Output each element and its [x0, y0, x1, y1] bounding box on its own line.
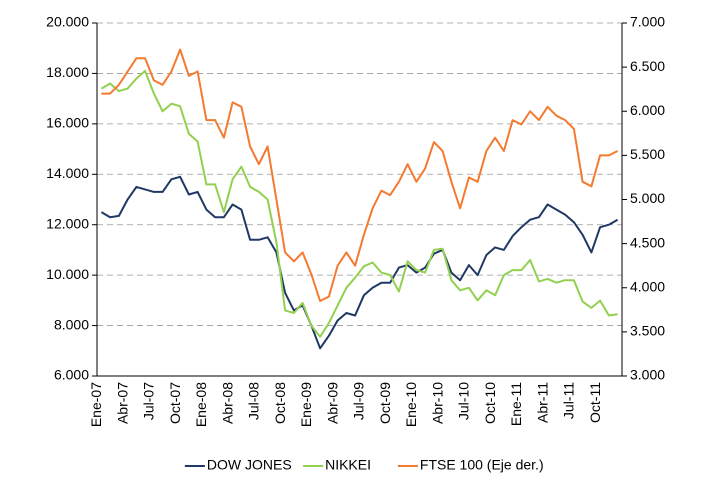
x-tick-label: Jul-11	[561, 382, 577, 419]
x-tick-label: Oct-09	[377, 382, 393, 424]
x-tick-label: Ene-10	[403, 382, 419, 427]
y-tick-label: 8.000	[54, 316, 89, 332]
legend-label: DOW JONES	[207, 457, 292, 473]
x-tick-label: Ene-07	[88, 382, 104, 427]
series-line	[100, 69, 618, 338]
x-tick-label: Jul-09	[351, 382, 367, 420]
y-tick-label: 10.000	[46, 266, 89, 282]
y2-tick-label: 6.500	[630, 58, 665, 74]
y-tick-label: 20.000	[46, 14, 89, 30]
x-tick-label: Abr-10	[429, 382, 445, 424]
legend-label: NIKKEI	[325, 457, 371, 473]
y-tick-label: 18.000	[46, 64, 89, 80]
legend-label: FTSE 100 (Eje der.)	[420, 457, 544, 473]
y2-tick-label: 5.000	[630, 190, 665, 206]
y2-tick-label: 4.000	[630, 278, 665, 294]
x-tick-label: Oct-07	[167, 382, 183, 424]
series-line	[100, 175, 619, 350]
y-tick-label: 14.000	[46, 165, 89, 181]
x-tick-label: Abr-11	[534, 382, 550, 423]
y2-tick-label: 6.000	[630, 102, 665, 118]
x-tick-label: Abr-09	[324, 382, 340, 424]
x-tick-label: Jul-07	[141, 382, 157, 420]
y-tick-label: 12.000	[46, 215, 89, 231]
x-tick-label: Jul-08	[246, 382, 262, 420]
x-tick-label: Ene-11	[508, 382, 524, 426]
x-tick-label: Oct-11	[587, 382, 603, 423]
y2-tick-label: 5.500	[630, 146, 665, 162]
y2-tick-label: 4.500	[630, 234, 665, 250]
y2-tick-label: 3.500	[630, 323, 665, 339]
series-line	[101, 48, 619, 302]
x-tick-label: Ene-08	[193, 382, 209, 427]
y2-tick-label: 7.000	[630, 14, 665, 30]
x-tick-label: Oct-08	[272, 382, 288, 424]
x-tick-label: Abr-08	[219, 382, 235, 424]
x-tick-label: Jul-10	[456, 382, 472, 420]
y2-tick-label: 3.000	[630, 367, 665, 383]
x-tick-label: Abr-07	[114, 382, 130, 424]
x-tick-label: Oct-10	[482, 382, 498, 424]
y-tick-label: 6.000	[54, 367, 89, 383]
y-tick-label: 16.000	[46, 115, 89, 131]
x-tick-label: Ene-09	[298, 382, 314, 427]
